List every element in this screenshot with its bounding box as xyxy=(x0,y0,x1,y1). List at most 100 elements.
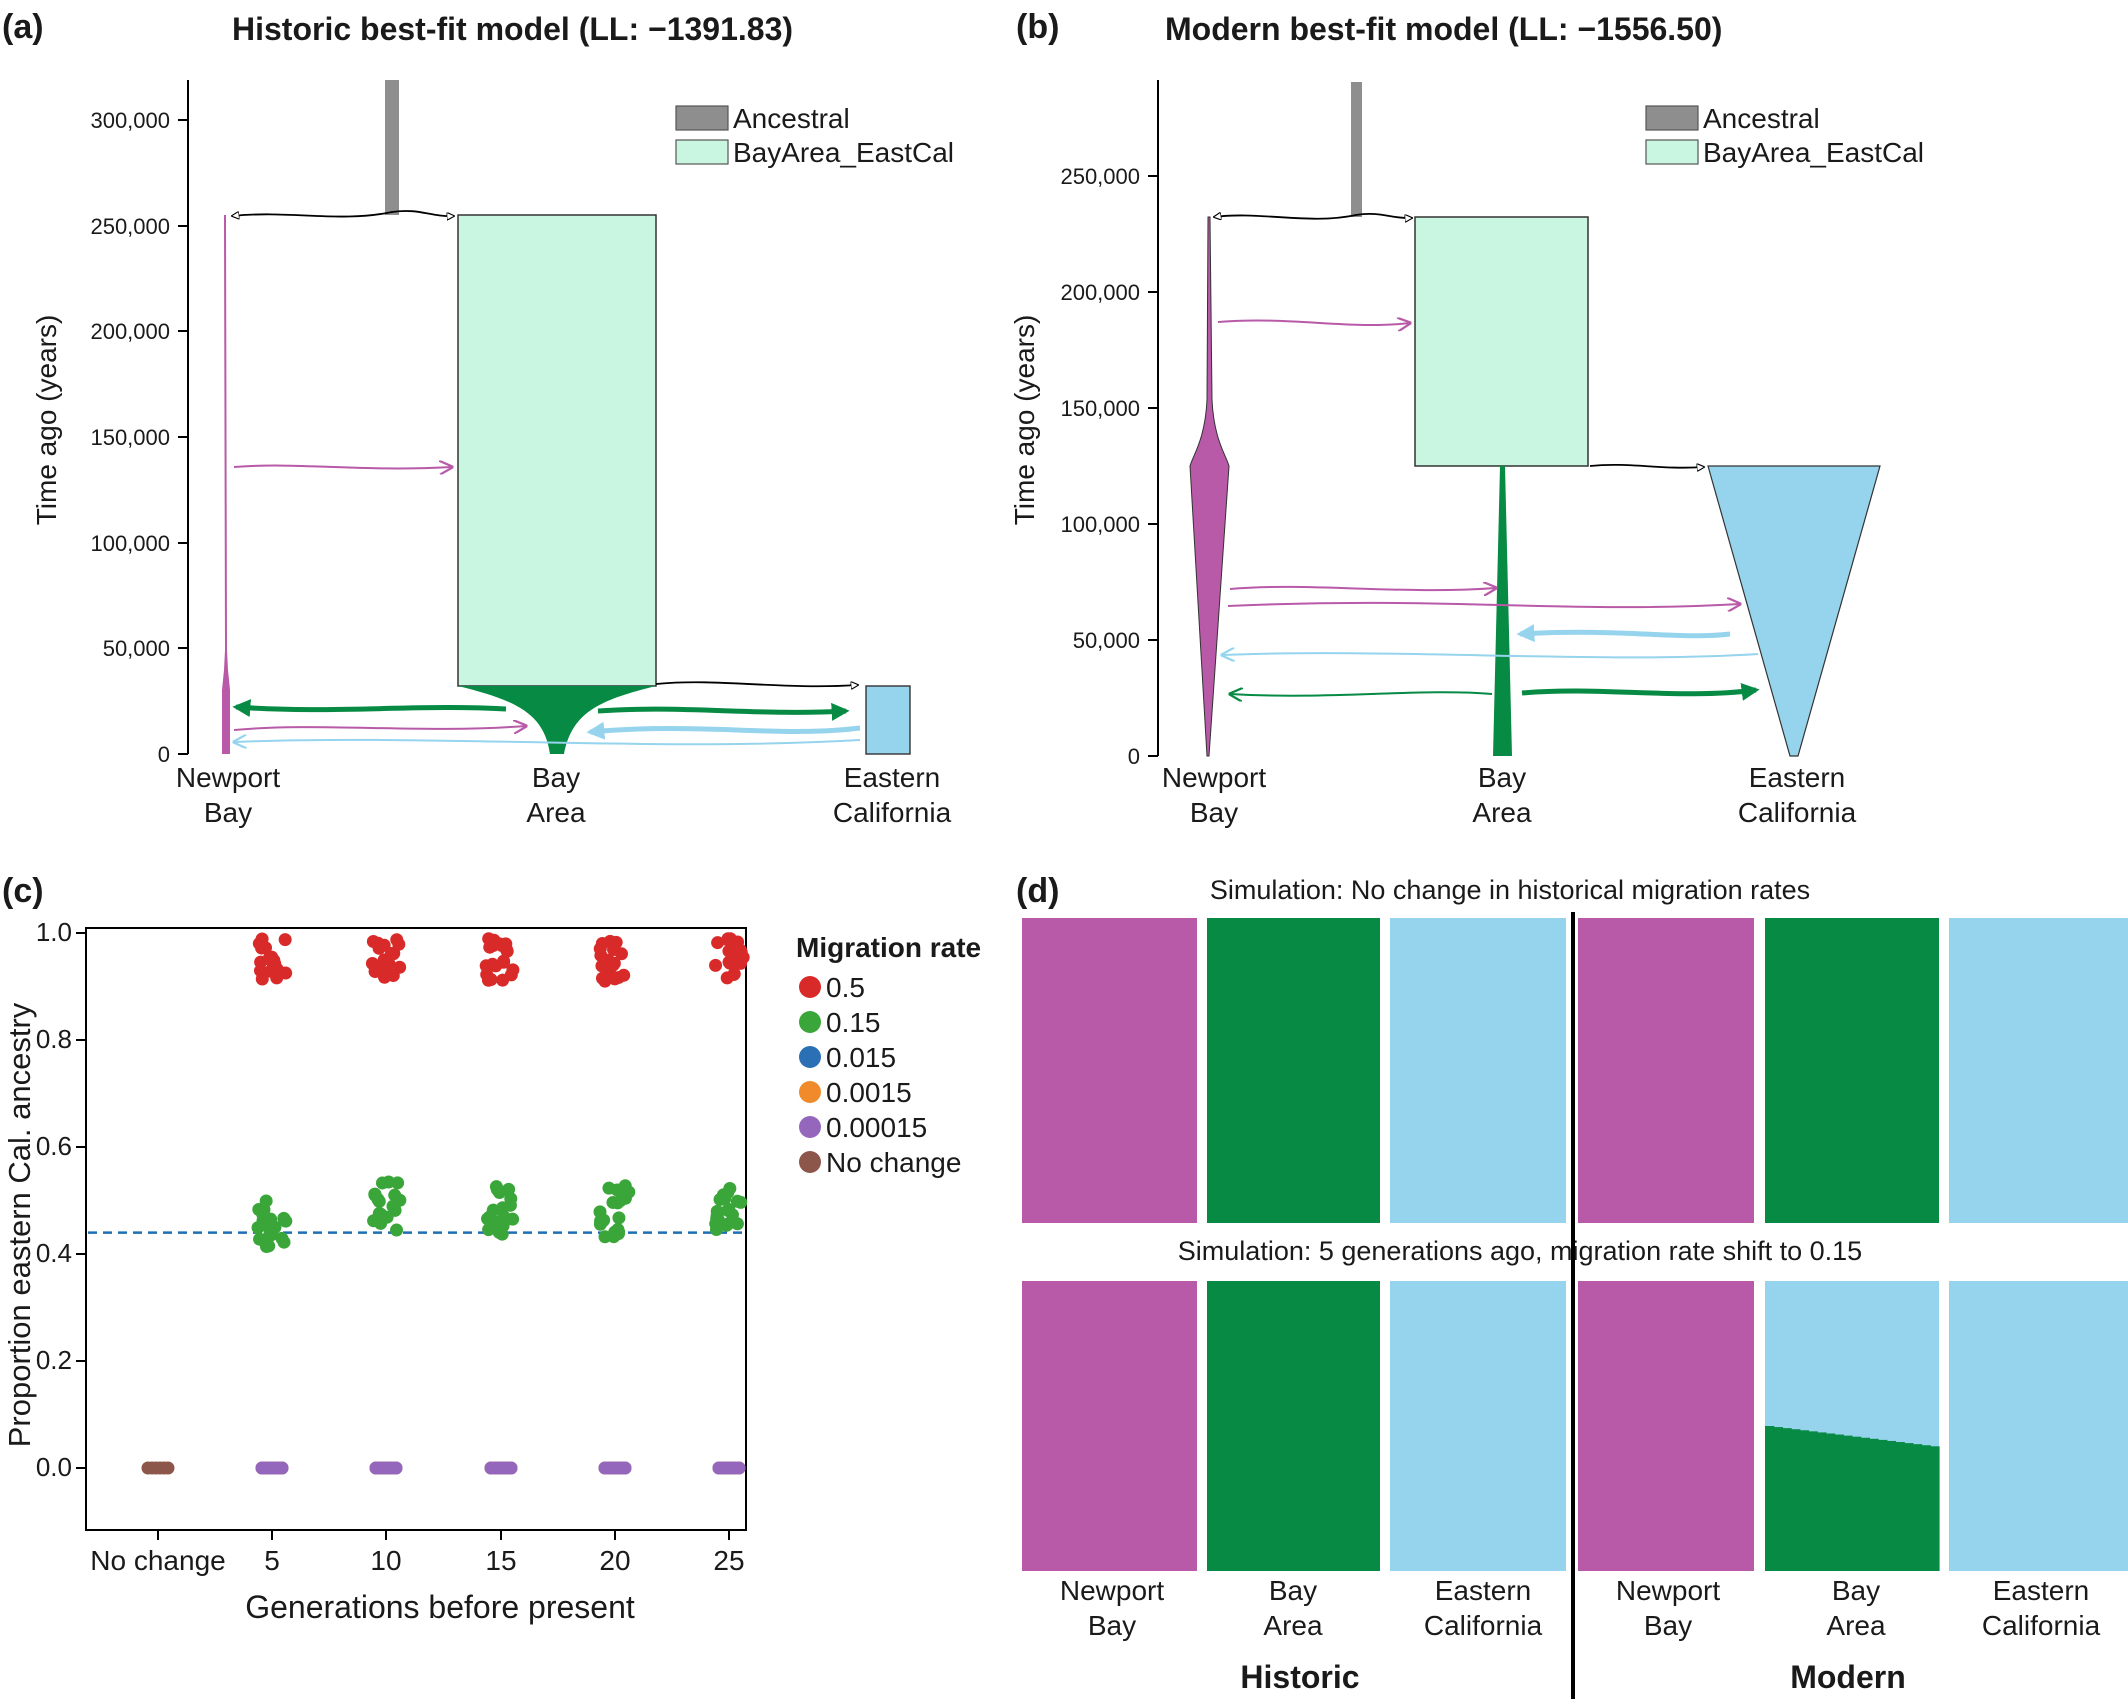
panel-b: (b) Modern best-fit model (LL: −1556.50)… xyxy=(1009,8,1924,828)
panel-b-model xyxy=(1189,82,1881,757)
panel-a-ytick-label: 0 xyxy=(158,742,170,767)
panel-c-xtick-label: 20 xyxy=(599,1545,630,1576)
split-arrow-eastcal xyxy=(655,682,858,686)
bayarea-eastcal-population xyxy=(1414,216,1589,467)
data-point xyxy=(504,968,518,982)
ancestry-bar-bay xyxy=(1921,1445,1931,1571)
data-point xyxy=(595,936,609,950)
data-point xyxy=(262,1239,276,1253)
data-point xyxy=(161,1461,175,1475)
panel-c-legend: Migration rate 0.5 0.15 0.015 0.0015 0.0… xyxy=(796,932,981,1178)
panel-b-ytick-label: 200,000 xyxy=(1060,280,1140,305)
legend-swatch-ancestral xyxy=(1645,105,1699,131)
data-point xyxy=(393,1193,407,1207)
migration-arrow-newport-to-bay-recent xyxy=(1229,587,1496,590)
ancestry-bar-bay xyxy=(1904,1443,1914,1571)
panel-b-ylabel: Time ago (years) xyxy=(1009,315,1040,526)
data-point xyxy=(606,958,620,972)
ancestry-bar-bay xyxy=(1808,1431,1818,1571)
data-point xyxy=(598,1230,612,1244)
pop-label: Newport xyxy=(176,762,280,793)
ancestry-bar xyxy=(1207,918,1380,1223)
ancestry-bar-bay xyxy=(1912,1444,1923,1571)
column-label: Area xyxy=(1263,1610,1323,1641)
pop-label: Eastern xyxy=(1749,762,1846,793)
ancestry-bar xyxy=(1578,1281,1754,1571)
data-point xyxy=(275,1461,289,1475)
panel-b-ytick-label: 100,000 xyxy=(1060,512,1140,537)
data-point xyxy=(390,1223,404,1237)
data-point xyxy=(615,947,629,961)
ancestry-bar xyxy=(1390,1281,1566,1571)
data-point xyxy=(386,969,400,983)
legend-label: 0.0015 xyxy=(826,1077,912,1108)
data-point xyxy=(709,958,723,972)
pop-label: Bay xyxy=(1190,797,1238,828)
ancestry-bar-bay xyxy=(1791,1429,1801,1571)
panel-c-ytick-label: 1.0 xyxy=(36,917,72,947)
ancestry-bar-bay xyxy=(1843,1435,1853,1571)
panel-c-xlabel: Generations before present xyxy=(245,1589,635,1625)
migration-arrow-eastern-to-bay xyxy=(1516,624,1731,643)
group-label-historic: Historic xyxy=(1240,1659,1359,1695)
data-point xyxy=(594,948,608,962)
panel-d-letter: (d) xyxy=(1016,872,1059,910)
legend-marker-no-change xyxy=(799,1151,821,1173)
column-label: Newport xyxy=(1616,1575,1720,1606)
data-point xyxy=(612,1211,626,1225)
data-point xyxy=(278,933,292,947)
panel-c-plot-area xyxy=(88,932,750,1475)
panel-c-ytick-label: 0.2 xyxy=(36,1345,72,1375)
data-point xyxy=(372,964,386,978)
column-label: California xyxy=(1424,1610,1543,1641)
ancestry-bar-bay xyxy=(1799,1430,1810,1571)
data-point xyxy=(277,1235,291,1249)
column-label: Bay xyxy=(1269,1575,1317,1606)
data-point xyxy=(255,941,269,955)
panel-c-legend-title: Migration rate xyxy=(796,932,981,963)
migration-arrow-newport-to-bay xyxy=(1217,320,1410,325)
ancestry-bar xyxy=(1022,1281,1197,1571)
pop-label: Bay xyxy=(532,762,580,793)
newport-bay-population xyxy=(1189,216,1230,757)
legend-label-bayarea-eastcal: BayArea_EastCal xyxy=(733,137,954,168)
panel-a-ytick-label: 200,000 xyxy=(90,319,170,344)
legend-marker-rate-0.0015 xyxy=(799,1081,821,1103)
ancestry-bar-bay xyxy=(1825,1433,1836,1571)
data-point xyxy=(506,1212,520,1226)
panel-b-ytick-label: 0 xyxy=(1128,744,1140,769)
legend-label: No change xyxy=(826,1147,961,1178)
newport-bay-population xyxy=(222,215,230,754)
pop-label: California xyxy=(1738,797,1857,828)
panel-a-ytick-label: 300,000 xyxy=(90,108,170,133)
data-point xyxy=(259,1194,273,1208)
panel-c-ytick-label: 0.6 xyxy=(36,1131,72,1161)
panel-c-xtick-label: 5 xyxy=(264,1545,280,1576)
panel-b-yaxis: 0 50,000 100,000 150,000 200,000 250,000… xyxy=(1009,80,1159,769)
data-point xyxy=(611,1223,625,1237)
data-point xyxy=(595,971,609,985)
ancestry-bar-bay xyxy=(1765,1426,1775,1571)
data-point xyxy=(255,972,269,986)
ancestry-bar-bay xyxy=(1878,1439,1888,1571)
data-point xyxy=(732,1461,746,1475)
data-point xyxy=(725,1208,739,1222)
data-point xyxy=(710,1204,724,1218)
data-point xyxy=(262,1229,276,1243)
data-point xyxy=(277,1211,291,1225)
data-point xyxy=(388,1203,402,1217)
data-point xyxy=(721,932,735,946)
panel-d-sim-title: Simulation: No change in historical migr… xyxy=(1210,875,1810,905)
ancestry-bar xyxy=(1949,1281,2128,1571)
column-label: Bay xyxy=(1088,1610,1136,1641)
pop-label: Area xyxy=(526,797,586,828)
ancestry-bar-bay xyxy=(1886,1440,1897,1571)
panel-a-yaxis: 0 50,000 100,000 150,000 200,000 250,000… xyxy=(31,80,189,767)
pop-label: Bay xyxy=(204,797,252,828)
data-point xyxy=(722,955,736,969)
pop-label: Eastern xyxy=(844,762,941,793)
panel-a-ytick-label: 250,000 xyxy=(90,214,170,239)
panel-a-legend: Ancestral BayArea_EastCal xyxy=(675,103,954,168)
data-point xyxy=(597,1213,611,1227)
